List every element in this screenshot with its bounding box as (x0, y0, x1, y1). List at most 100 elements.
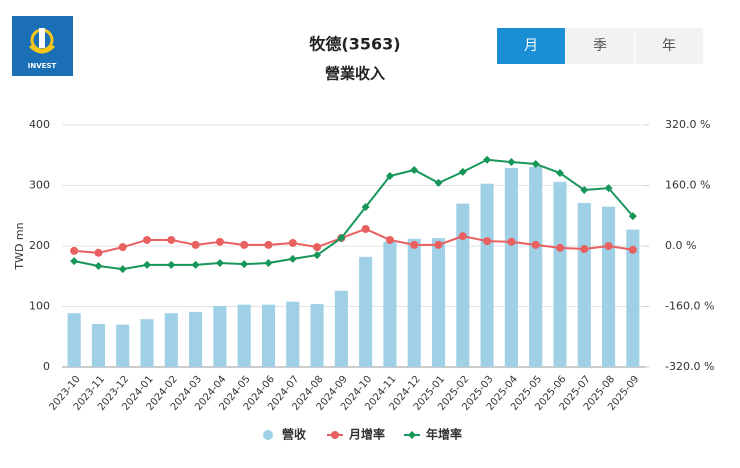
point (604, 242, 613, 250)
y-tick-label: 300 (29, 179, 50, 192)
point (531, 240, 540, 249)
point (313, 251, 322, 260)
point (507, 158, 516, 167)
point (531, 159, 540, 168)
point (94, 248, 103, 257)
point (215, 259, 224, 268)
logo: INVEST (12, 16, 73, 76)
point (167, 260, 176, 269)
point (385, 235, 394, 244)
point (288, 238, 297, 247)
y-axis-label: TWD mn (13, 222, 26, 270)
point (483, 237, 492, 246)
legend-marker (408, 431, 416, 439)
bar (456, 203, 470, 367)
point (264, 259, 273, 268)
point (313, 243, 322, 252)
point (361, 224, 370, 233)
legend-marker (331, 431, 339, 439)
bar (164, 313, 178, 367)
point (580, 186, 589, 195)
point (118, 265, 127, 274)
bar (504, 167, 518, 367)
point (628, 212, 637, 221)
tab-month[interactable]: 月 (497, 28, 565, 64)
bar (602, 206, 616, 367)
chart-title: 牧德(3563) (309, 35, 400, 54)
point (361, 203, 370, 212)
series-line (74, 227, 634, 254)
y-tick-label: 200 (29, 239, 50, 252)
y-tick-label: 100 (29, 300, 50, 313)
point (288, 254, 297, 263)
bar (577, 203, 591, 367)
bar (310, 304, 324, 367)
point (483, 155, 492, 164)
point (458, 232, 467, 241)
bar (407, 238, 421, 367)
bar (383, 241, 397, 367)
bar (189, 311, 203, 367)
point (555, 169, 564, 178)
y2-tick-label: -320.0 % (665, 360, 714, 373)
point (240, 260, 249, 269)
point (70, 246, 79, 255)
point (604, 184, 613, 193)
legend-label: 營收 (282, 427, 306, 442)
point (337, 234, 346, 243)
point (458, 167, 467, 176)
point (191, 260, 200, 269)
tab-year[interactable]: 年 (635, 28, 703, 64)
bar (334, 290, 348, 367)
point (385, 172, 394, 181)
y2-tick-label: 0.0 % (665, 239, 696, 252)
bar (359, 256, 373, 367)
point (94, 262, 103, 271)
bar (67, 313, 81, 367)
point (240, 240, 249, 249)
point (507, 237, 516, 246)
legend-label: 年增率 (426, 427, 462, 442)
y2-tick-label: -160.0 % (665, 300, 714, 313)
bar (286, 301, 300, 367)
series-line (73, 158, 634, 271)
bar (91, 324, 105, 367)
point (118, 243, 127, 252)
bar (431, 238, 446, 367)
bar (626, 229, 640, 367)
bar (116, 324, 130, 367)
bar (140, 319, 154, 367)
point (410, 240, 419, 249)
point (555, 243, 564, 252)
bar (261, 304, 276, 367)
y2-tick-label: 160.0 % (665, 179, 710, 192)
bar (480, 183, 494, 367)
bar (237, 304, 251, 367)
legend-marker (263, 430, 273, 440)
legend-label: 月增率 (348, 427, 385, 442)
logo-text: INVEST (28, 62, 57, 70)
point (167, 235, 176, 244)
bar (529, 166, 543, 367)
point (264, 240, 273, 249)
point (580, 245, 589, 254)
point (191, 240, 200, 249)
bar (213, 305, 227, 367)
y2-tick-label: 320.0 % (665, 118, 710, 131)
point (410, 165, 419, 174)
point (143, 235, 152, 244)
point (434, 240, 443, 249)
point (628, 245, 637, 254)
point (434, 178, 443, 187)
bar (553, 181, 567, 367)
logo-icon: INVEST (28, 28, 57, 70)
point (143, 260, 152, 269)
point (215, 237, 224, 246)
point (70, 257, 79, 266)
y-tick-label: 0 (43, 360, 50, 373)
chart-subtitle: 營業收入 (325, 65, 385, 83)
y-tick-label: 400 (29, 118, 50, 131)
tab-quarter[interactable]: 季 (566, 28, 634, 64)
